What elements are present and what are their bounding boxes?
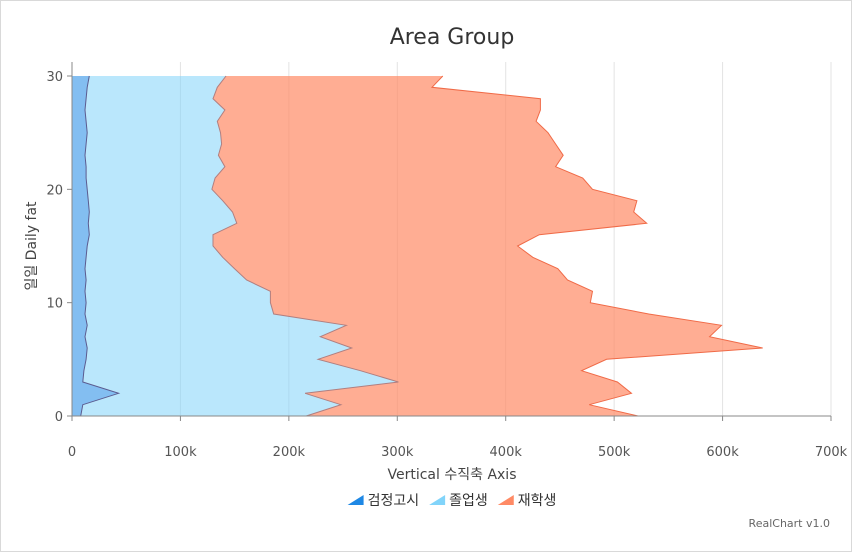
- value-tick-label: 200k: [273, 445, 306, 460]
- legend-swatch-2[interactable]: [429, 495, 446, 505]
- value-axis-ticks: 0 100k 200k 300k 400k 500k 600k 700k: [68, 416, 848, 460]
- legend-label-1[interactable]: 검정고시: [368, 493, 420, 509]
- series-line-1: [80, 75, 121, 417]
- category-tick-label: 10: [46, 297, 63, 312]
- category-tick-label: 0: [55, 410, 63, 425]
- credit-label: RealChart v1.0: [749, 517, 830, 530]
- category-tick-label: 30: [46, 70, 63, 85]
- legend-swatch-3[interactable]: [497, 495, 514, 505]
- series-line-3: [430, 75, 763, 417]
- category-axis-title: 일일 Daily fat: [24, 201, 40, 291]
- legend-label-3[interactable]: 재학생: [518, 493, 557, 509]
- series-area-1[interactable]: [72, 76, 119, 416]
- value-tick-label: 300k: [381, 445, 414, 460]
- legend-label-2[interactable]: 졸업생: [449, 493, 488, 509]
- value-tick-label: 400k: [490, 445, 523, 460]
- series-area-3[interactable]: [211, 76, 763, 416]
- series-area-2[interactable]: [80, 76, 399, 416]
- series-areas: [72, 75, 763, 417]
- legend[interactable]: 검정고시 졸업생 재학생: [347, 493, 557, 509]
- category-axis-ticks: 0 10 20 30: [46, 70, 72, 425]
- value-tick-label: 700k: [815, 445, 848, 460]
- value-tick-label: 100k: [164, 445, 197, 460]
- chart-title: Area Group: [390, 25, 515, 50]
- value-tick-label: 600k: [706, 445, 739, 460]
- value-tick-label: 0: [68, 445, 76, 460]
- series-line-2: [211, 75, 399, 417]
- value-axis-title: Vertical 수직축 Axis: [388, 467, 517, 483]
- axes: [71, 62, 831, 417]
- value-tick-label: 500k: [598, 445, 631, 460]
- category-tick-label: 20: [46, 183, 63, 198]
- legend-swatch-1[interactable]: [347, 495, 364, 505]
